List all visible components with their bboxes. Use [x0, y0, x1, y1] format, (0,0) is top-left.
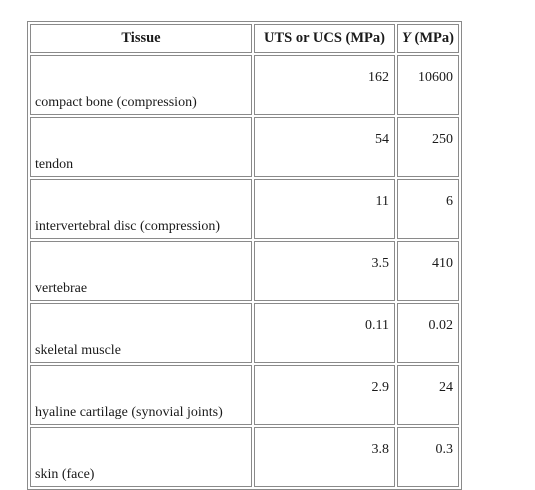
table-row: tendon 54 250 — [30, 117, 459, 177]
cell-y: 410 — [397, 241, 459, 301]
cell-tissue: intervertebral disc (compression) — [30, 179, 252, 239]
cell-tissue: hyaline cartilage (synovial joints) — [30, 365, 252, 425]
header-tissue: Tissue — [30, 24, 252, 53]
header-y-symbol: Y — [402, 30, 411, 46]
cell-tissue: skeletal muscle — [30, 303, 252, 363]
cell-tissue: skin (face) — [30, 427, 252, 487]
cell-y: 0.3 — [397, 427, 459, 487]
cell-uts: 11 — [254, 179, 395, 239]
header-youngs-modulus: Y (MPa) — [397, 24, 459, 53]
cell-uts: 3.8 — [254, 427, 395, 487]
table-row: skeletal muscle 0.11 0.02 — [30, 303, 459, 363]
cell-y: 250 — [397, 117, 459, 177]
table-header: Tissue UTS or UCS (MPa) Y (MPa) — [30, 24, 459, 53]
cell-tissue: compact bone (compression) — [30, 55, 252, 115]
table-row: compact bone (compression) 162 10600 — [30, 55, 459, 115]
cell-uts: 0.11 — [254, 303, 395, 363]
cell-y: 6 — [397, 179, 459, 239]
table-row: intervertebral disc (compression) 11 6 — [30, 179, 459, 239]
header-uts-ucs: UTS or UCS (MPa) — [254, 24, 395, 53]
table-body: compact bone (compression) 162 10600 ten… — [30, 55, 459, 487]
cell-y: 0.02 — [397, 303, 459, 363]
header-row: Tissue UTS or UCS (MPa) Y (MPa) — [30, 24, 459, 53]
tissue-strength-table: Tissue UTS or UCS (MPa) Y (MPa) compact … — [27, 21, 462, 490]
cell-uts: 162 — [254, 55, 395, 115]
table-row: hyaline cartilage (synovial joints) 2.9 … — [30, 365, 459, 425]
cell-uts: 54 — [254, 117, 395, 177]
table-row: skin (face) 3.8 0.3 — [30, 427, 459, 487]
table-row: vertebrae 3.5 410 — [30, 241, 459, 301]
cell-tissue: tendon — [30, 117, 252, 177]
cell-y: 24 — [397, 365, 459, 425]
cell-uts: 2.9 — [254, 365, 395, 425]
cell-y: 10600 — [397, 55, 459, 115]
cell-uts: 3.5 — [254, 241, 395, 301]
header-y-unit: (MPa) — [410, 30, 454, 46]
cell-tissue: vertebrae — [30, 241, 252, 301]
